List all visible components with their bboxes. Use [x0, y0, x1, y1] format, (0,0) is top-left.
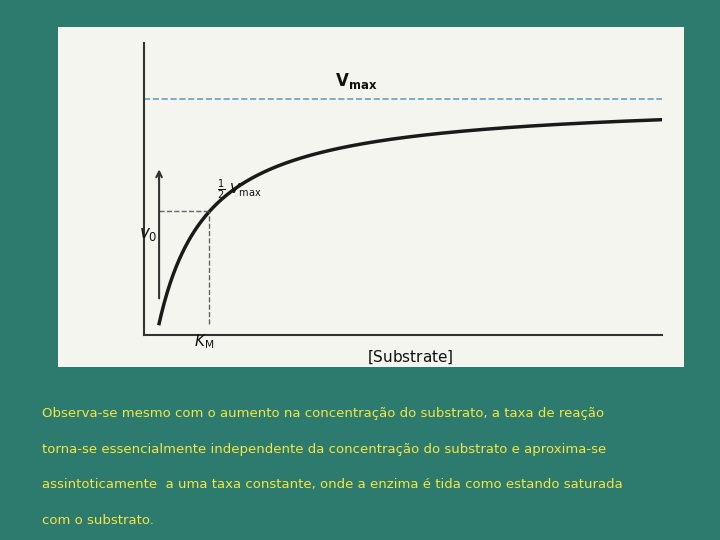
- Text: $\frac{1}{2}\ V_{\mathrm{max}}$: $\frac{1}{2}\ V_{\mathrm{max}}$: [217, 178, 262, 202]
- Text: $K_{\mathrm{M}}$: $K_{\mathrm{M}}$: [194, 332, 215, 350]
- Text: Observa-se mesmo com o aumento na concentração do substrato, a taxa de reação: Observa-se mesmo com o aumento na concen…: [42, 407, 604, 420]
- Text: com o substrato.: com o substrato.: [42, 514, 154, 527]
- Text: assintoticamente  a uma taxa constante, onde a enzima é tida como estando satura: assintoticamente a uma taxa constante, o…: [42, 478, 623, 491]
- Text: $\left[\mathrm{Substrate}\right]$: $\left[\mathrm{Substrate}\right]$: [367, 348, 454, 366]
- Text: torna-se essencialmente independente da concentração do substrato e aproxima-se: torna-se essencialmente independente da …: [42, 443, 606, 456]
- Text: $v_0$: $v_0$: [139, 225, 157, 243]
- Text: $\mathbf{V}_{\mathbf{max}}$: $\mathbf{V}_{\mathbf{max}}$: [336, 71, 377, 91]
